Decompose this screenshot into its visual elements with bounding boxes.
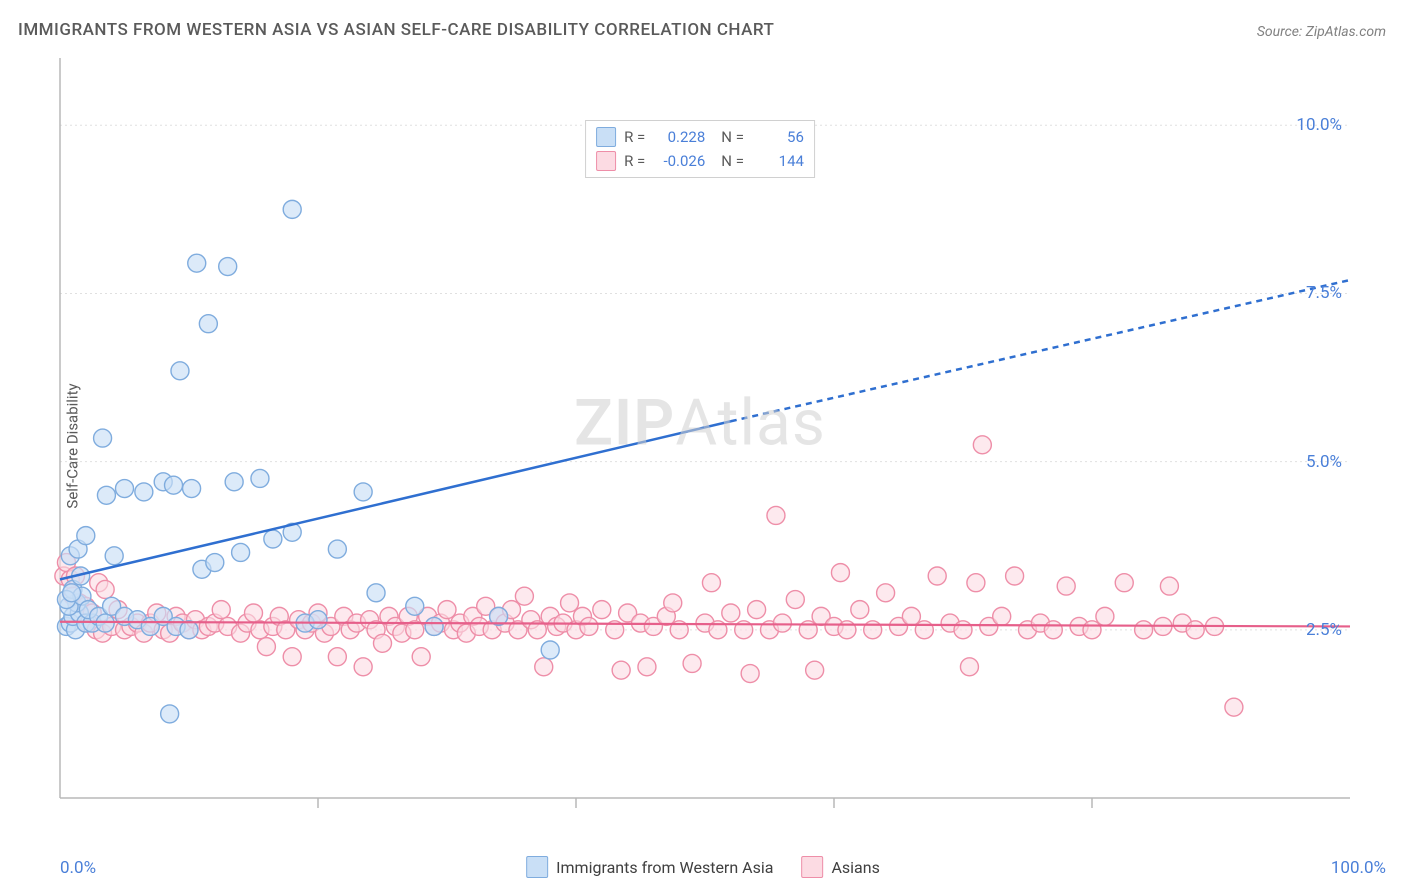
swatch-blue bbox=[596, 127, 616, 147]
series-legend: Immigrants from Western Asia Asians bbox=[526, 856, 880, 878]
swatch-blue bbox=[526, 856, 548, 878]
x-tick-max: 100.0% bbox=[1331, 858, 1386, 878]
r-value-pink: -0.026 bbox=[653, 152, 705, 170]
r-label: R = bbox=[624, 128, 645, 146]
chart-area: ZIPAtlas R = 0.228 N = 56 R = -0.026 N =… bbox=[50, 58, 1350, 818]
stats-row-pink: R = -0.026 N = 144 bbox=[596, 149, 804, 173]
n-label: N = bbox=[721, 152, 744, 170]
r-label: R = bbox=[624, 152, 645, 170]
n-label: N = bbox=[721, 128, 744, 146]
source-attribution: Source: ZipAtlas.com bbox=[1257, 24, 1386, 40]
y-tick-label: 5.0% bbox=[1306, 452, 1342, 472]
y-tick-label: 10.0% bbox=[1296, 115, 1342, 135]
stats-legend-box: R = 0.228 N = 56 R = -0.026 N = 144 bbox=[585, 120, 815, 178]
legend-label-pink: Asians bbox=[831, 858, 879, 877]
y-tick-label: 7.5% bbox=[1306, 283, 1342, 303]
swatch-pink bbox=[596, 151, 616, 171]
n-value-blue: 56 bbox=[752, 128, 804, 146]
legend-item-blue: Immigrants from Western Asia bbox=[526, 856, 773, 878]
legend-label-blue: Immigrants from Western Asia bbox=[556, 858, 773, 877]
x-tick-min: 0.0% bbox=[60, 858, 96, 878]
swatch-pink bbox=[801, 856, 823, 878]
chart-title: IMMIGRANTS FROM WESTERN ASIA VS ASIAN SE… bbox=[18, 20, 774, 40]
stats-row-blue: R = 0.228 N = 56 bbox=[596, 125, 804, 149]
legend-item-pink: Asians bbox=[801, 856, 879, 878]
y-tick-label: 2.5% bbox=[1306, 620, 1342, 640]
r-value-blue: 0.228 bbox=[653, 128, 705, 146]
n-value-pink: 144 bbox=[752, 152, 804, 170]
